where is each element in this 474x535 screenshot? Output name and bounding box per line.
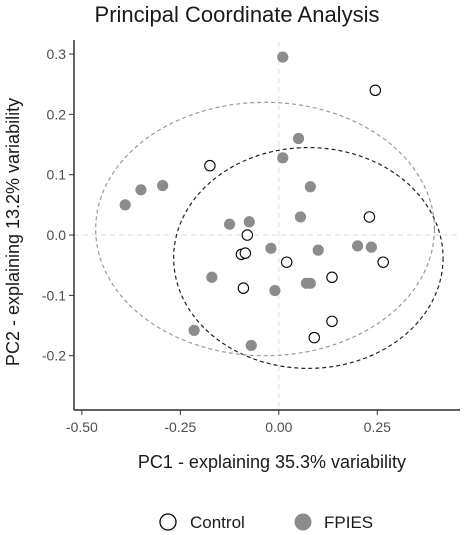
y-tick-label: 0.3 [47,46,67,62]
point-control [326,271,338,284]
point-control [239,247,252,259]
x-tick-label: -0.50 [66,419,98,435]
point-fpies [269,284,281,297]
point-control [326,315,338,328]
x-axis-label: PC1 - explaining 35.3% variability [138,452,406,472]
y-tick-label: 0.1 [47,167,67,183]
legend-control-label: Control [190,513,245,532]
point-control [369,84,382,97]
chart-title: Principal Coordinate Analysis [95,2,380,27]
point-control [241,229,254,241]
x-tick-label: 0.25 [364,419,391,435]
point-fpies [119,199,131,211]
point-fpies [365,241,377,253]
x-tick-label: -0.25 [164,419,196,435]
ellipse-control [173,146,444,369]
legend-fpies-label: FPIES [324,513,373,532]
point-control [308,331,321,344]
y-tick-label: 0.0 [47,227,67,243]
point-fpies [206,271,218,283]
point-control [237,282,250,294]
y-tick-label: -0.2 [42,348,66,364]
legend: Control FPIES [159,513,373,532]
point-fpies [223,218,236,230]
point-fpies [351,240,364,252]
point-control [363,211,376,223]
point-control [280,256,293,268]
point-fpies [243,216,255,228]
point-fpies [157,179,169,192]
y-tick-label: -0.1 [42,287,66,303]
x-tick-label: 0.00 [265,419,292,435]
point-fpies [292,132,305,145]
point-fpies [277,152,289,164]
point-control [377,256,389,268]
y-axis-label: PC2 - explaining 13.2% variability [3,98,23,366]
point-fpies [304,277,316,289]
point-fpies [135,184,147,196]
point-fpies [277,51,289,63]
ellipse-fpies [95,101,435,357]
point-fpies [294,211,307,223]
y-tick-label: 0.2 [47,106,67,122]
legend-control-marker [159,513,177,531]
point-fpies [312,244,324,256]
point-fpies [304,181,316,193]
legend-fpies-marker [294,513,312,531]
point-fpies [245,339,257,352]
plot-area [74,42,460,410]
point-fpies [188,324,200,336]
point-control [204,159,216,172]
axis-ticks: -0.50 -0.25 0.00 0.25 -0.2 -0.1 0.0 0.1 0.2 0.3 [42,40,460,435]
point-fpies [265,242,277,254]
